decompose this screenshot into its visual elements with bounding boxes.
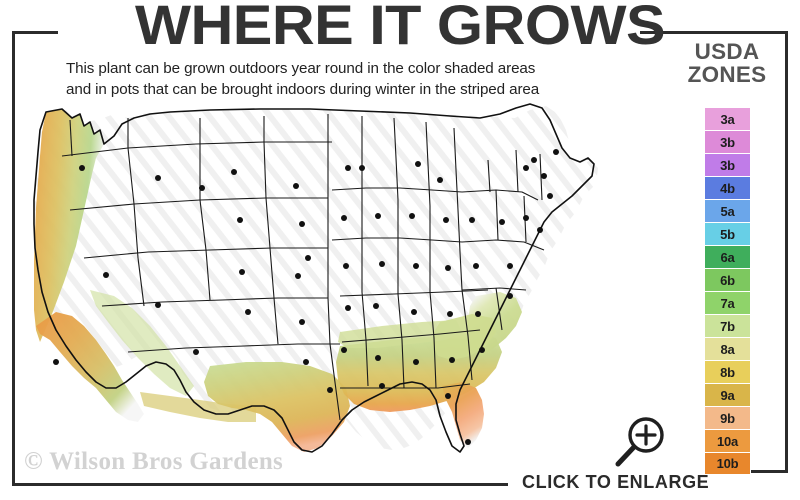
zone-swatch-3b-1[interactable]: 3b <box>704 130 751 153</box>
zone-swatch-7b-9[interactable]: 7b <box>704 314 751 337</box>
zone-swatch-9b-13[interactable]: 9b <box>704 406 751 429</box>
subtitle-line-1: This plant can be grown outdoors year ro… <box>66 60 536 77</box>
zone-swatch-label: 3b <box>720 157 735 173</box>
map-country-outline <box>33 103 595 453</box>
zone-swatch-8b-11[interactable]: 8b <box>704 360 751 383</box>
frame-left <box>12 31 15 486</box>
frame-top-left <box>12 31 58 34</box>
zone-swatch-label: 8b <box>720 364 735 380</box>
usda-zone-legend: 3a 3b 3b 4b 5a 5b 6a 6b 7a 7b 8a 8b 9a 9b 10a 10b <box>704 107 751 475</box>
frame-bottom-left <box>12 483 508 486</box>
zone-swatch-label: 7a <box>720 295 735 311</box>
zone-swatch-label: 6a <box>720 249 735 265</box>
zone-swatch-label: 3a <box>720 111 735 127</box>
legend-heading-line-2: ZONES <box>687 62 767 87</box>
zone-swatch-10b-15[interactable]: 10b <box>704 452 751 475</box>
zone-swatch-label: 6b <box>720 272 735 288</box>
zone-swatch-5b-5[interactable]: 5b <box>704 222 751 245</box>
zone-swatch-label: 3b <box>720 134 735 150</box>
legend-heading: USDA ZONES <box>671 40 783 86</box>
frame-right <box>785 31 788 472</box>
legend-heading-line-1: USDA <box>694 39 760 64</box>
subtitle: This plant can be grown outdoors year ro… <box>66 58 626 100</box>
zone-swatch-3b-2[interactable]: 3b <box>704 153 751 176</box>
zone-swatch-label: 5a <box>720 203 735 219</box>
zone-swatch-label: 10b <box>716 456 739 471</box>
subtitle-line-2: and in pots that can be brought indoors … <box>66 81 540 98</box>
zone-swatch-label: 5b <box>720 226 735 242</box>
zone-swatch-3a-0[interactable]: 3a <box>704 107 751 130</box>
map-capital-dots <box>53 149 559 445</box>
frame-bottom-right <box>736 470 788 473</box>
zone-swatch-label: 10a <box>716 433 739 449</box>
zone-swatch-6a-6[interactable]: 6a <box>704 245 751 268</box>
zone-swatch-8a-10[interactable]: 8a <box>704 337 751 360</box>
zone-swatch-7a-8[interactable]: 7a <box>704 291 751 314</box>
map-state-borders <box>61 114 545 421</box>
click-to-enlarge-label[interactable]: CLICK TO ENLARGE <box>522 472 710 492</box>
zone-swatch-label: 9a <box>720 387 735 403</box>
zone-swatch-4b-3[interactable]: 4b <box>704 176 751 199</box>
map-color-shaded-regions <box>34 109 522 452</box>
zone-swatch-label: 9b <box>720 410 735 426</box>
watermark: © Wilson Bros Gardens <box>24 448 284 475</box>
magnifier-plus-icon[interactable] <box>612 415 670 469</box>
zone-swatch-label: 4b <box>720 180 735 196</box>
zone-swatch-9a-12[interactable]: 9a <box>704 383 751 406</box>
usda-zone-map <box>10 100 690 470</box>
zone-swatch-5a-4[interactable]: 5a <box>704 199 751 222</box>
zone-swatch-6b-7[interactable]: 6b <box>704 268 751 291</box>
page-title: WHERE IT GROWS <box>134 0 666 56</box>
zone-swatch-label: 7b <box>720 318 735 334</box>
zone-swatch-label: 8a <box>720 341 735 357</box>
map-striped-region <box>34 106 598 450</box>
zone-swatch-10a-14[interactable]: 10a <box>704 429 751 452</box>
frame-top-right <box>640 31 788 34</box>
map-svg <box>33 103 598 453</box>
